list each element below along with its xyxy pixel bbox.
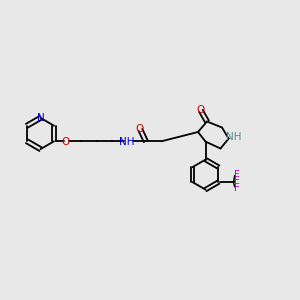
Text: F: F [234,170,239,180]
Text: F: F [234,176,239,186]
Text: O: O [135,124,144,134]
Text: F: F [234,183,239,193]
Text: NH: NH [226,132,242,142]
Text: N: N [37,113,44,123]
Text: NH: NH [119,137,135,147]
Text: O: O [196,105,205,115]
Text: O: O [61,137,70,147]
